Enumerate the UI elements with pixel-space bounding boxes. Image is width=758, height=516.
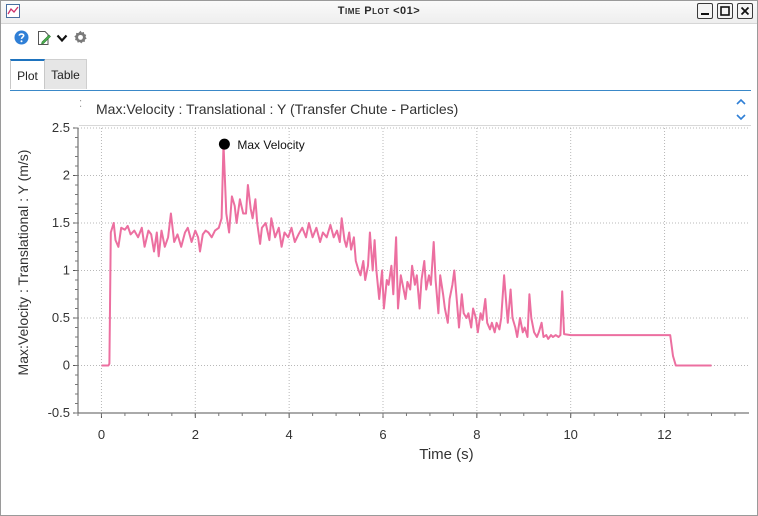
max-velocity-label: Max Velocity (237, 138, 304, 152)
tab-divider (10, 90, 751, 91)
edit-icon[interactable] (36, 30, 52, 46)
x-tick-label: 10 (563, 427, 577, 442)
minimize-icon (701, 13, 709, 15)
y-tick-label: 1.5 (52, 215, 70, 230)
plot-toolbar (1, 27, 201, 51)
tab-plot[interactable]: Plot (10, 59, 45, 89)
x-tick-label: 2 (192, 427, 199, 442)
x-tick-label: 0 (98, 427, 105, 442)
y-tick-label: 2 (63, 168, 70, 183)
close-icon (740, 6, 750, 16)
series-selector[interactable]: ⁚ Max:Velocity : Translational : Y (Tran… (79, 97, 751, 126)
series-line (101, 143, 712, 367)
chevron-down-icon[interactable] (735, 112, 747, 122)
drag-handle-icon[interactable]: ⁚ (79, 99, 83, 110)
x-tick-label: 12 (657, 427, 671, 442)
x-tick-label: 8 (473, 427, 480, 442)
title-bar[interactable]: Time Plot <01> (1, 1, 757, 24)
x-tick-label: 6 (379, 427, 386, 442)
maximize-button[interactable] (717, 3, 733, 19)
max-velocity-marker[interactable] (218, 138, 230, 150)
chevron-up-icon[interactable] (735, 97, 747, 107)
chart-app-icon (6, 4, 20, 18)
window-title: Time Plot <01> (337, 5, 421, 17)
x-tick-label: 4 (286, 427, 293, 442)
y-tick-label: 2.5 (52, 120, 70, 135)
chevron-down-icon[interactable] (56, 34, 68, 43)
gear-icon[interactable] (73, 30, 88, 45)
maximize-icon (720, 6, 730, 16)
y-tick-label: 0.5 (52, 310, 70, 325)
x-axis-title: Time (s) (419, 446, 473, 463)
y-axis-title: Max:Velocity : Translational : Y (m/s) (15, 150, 31, 376)
y-tick-label: -0.5 (48, 405, 70, 420)
close-button[interactable] (737, 3, 753, 19)
series-title: Max:Velocity : Translational : Y (Transf… (96, 101, 459, 117)
help-icon[interactable] (14, 30, 29, 45)
minimize-button[interactable] (697, 3, 713, 19)
y-tick-label: 1 (63, 263, 70, 278)
y-tick-label: 0 (63, 358, 70, 373)
tab-table[interactable]: Table (45, 59, 87, 89)
